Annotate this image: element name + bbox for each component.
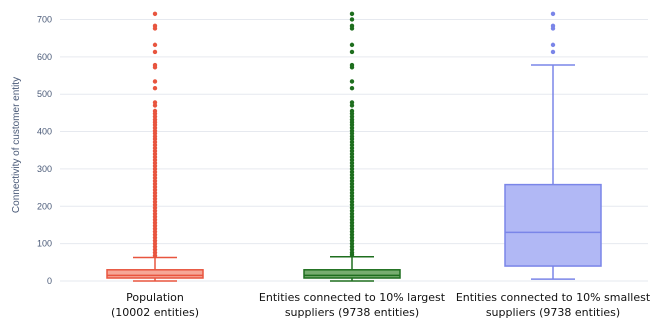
outlier-point — [550, 26, 556, 31]
y-tick-label: 500 — [37, 89, 52, 99]
outlier-point — [550, 11, 556, 17]
category-label-line: suppliers (9738 entities) — [285, 306, 419, 319]
y-tick-label: 700 — [37, 14, 52, 24]
category-label-line: Entities connected to 10% largest — [259, 291, 446, 304]
outlier-point — [349, 79, 355, 84]
y-axis-title: Connectivity of customer entity — [11, 77, 22, 213]
category-label-line: Population — [126, 291, 184, 304]
category-labels: Population (10002 entities) Entities conne… — [111, 291, 651, 319]
outlier-point — [152, 26, 158, 31]
outlier-point — [152, 103, 158, 108]
outlier-point — [550, 49, 556, 55]
box-series-3 — [504, 11, 602, 280]
y-tick-label: 100 — [37, 239, 52, 249]
outlier-point — [152, 42, 158, 48]
category-label-line: Entities connected to 10% smallest — [456, 291, 651, 304]
outlier-point — [349, 252, 355, 258]
outlier-point — [349, 42, 355, 48]
y-tick-label: 300 — [37, 164, 52, 174]
y-tick-label: 200 — [37, 201, 52, 211]
box-series — [106, 11, 602, 282]
iqr-box — [106, 269, 204, 279]
y-tick-label: 0 — [47, 276, 52, 286]
outlier-point — [349, 26, 355, 31]
outlier-point — [152, 253, 158, 258]
outlier-point — [349, 49, 355, 55]
outlier-point — [550, 42, 556, 48]
outlier-point — [152, 86, 158, 91]
outlier-point — [349, 103, 355, 108]
iqr-box — [504, 183, 602, 267]
outlier-point — [349, 86, 355, 91]
category-label-line: (10002 entities) — [111, 306, 199, 319]
iqr-box — [303, 269, 401, 279]
outlier-point — [152, 65, 158, 70]
box-series-1 — [106, 11, 204, 282]
category-label-line: suppliers (9738 entities) — [486, 306, 620, 319]
box-series-2 — [303, 11, 401, 282]
outlier-point — [349, 11, 355, 17]
y-tick-label: 600 — [37, 52, 52, 62]
y-tick-label: 400 — [37, 127, 52, 137]
outlier-point — [152, 79, 158, 84]
y-axis-ticks: 0 100 200 300 400 500 600 700 — [37, 14, 52, 286]
outlier-point — [152, 49, 158, 55]
outlier-point — [349, 65, 355, 70]
outlier-point — [152, 11, 158, 17]
outlier-point — [349, 17, 355, 22]
